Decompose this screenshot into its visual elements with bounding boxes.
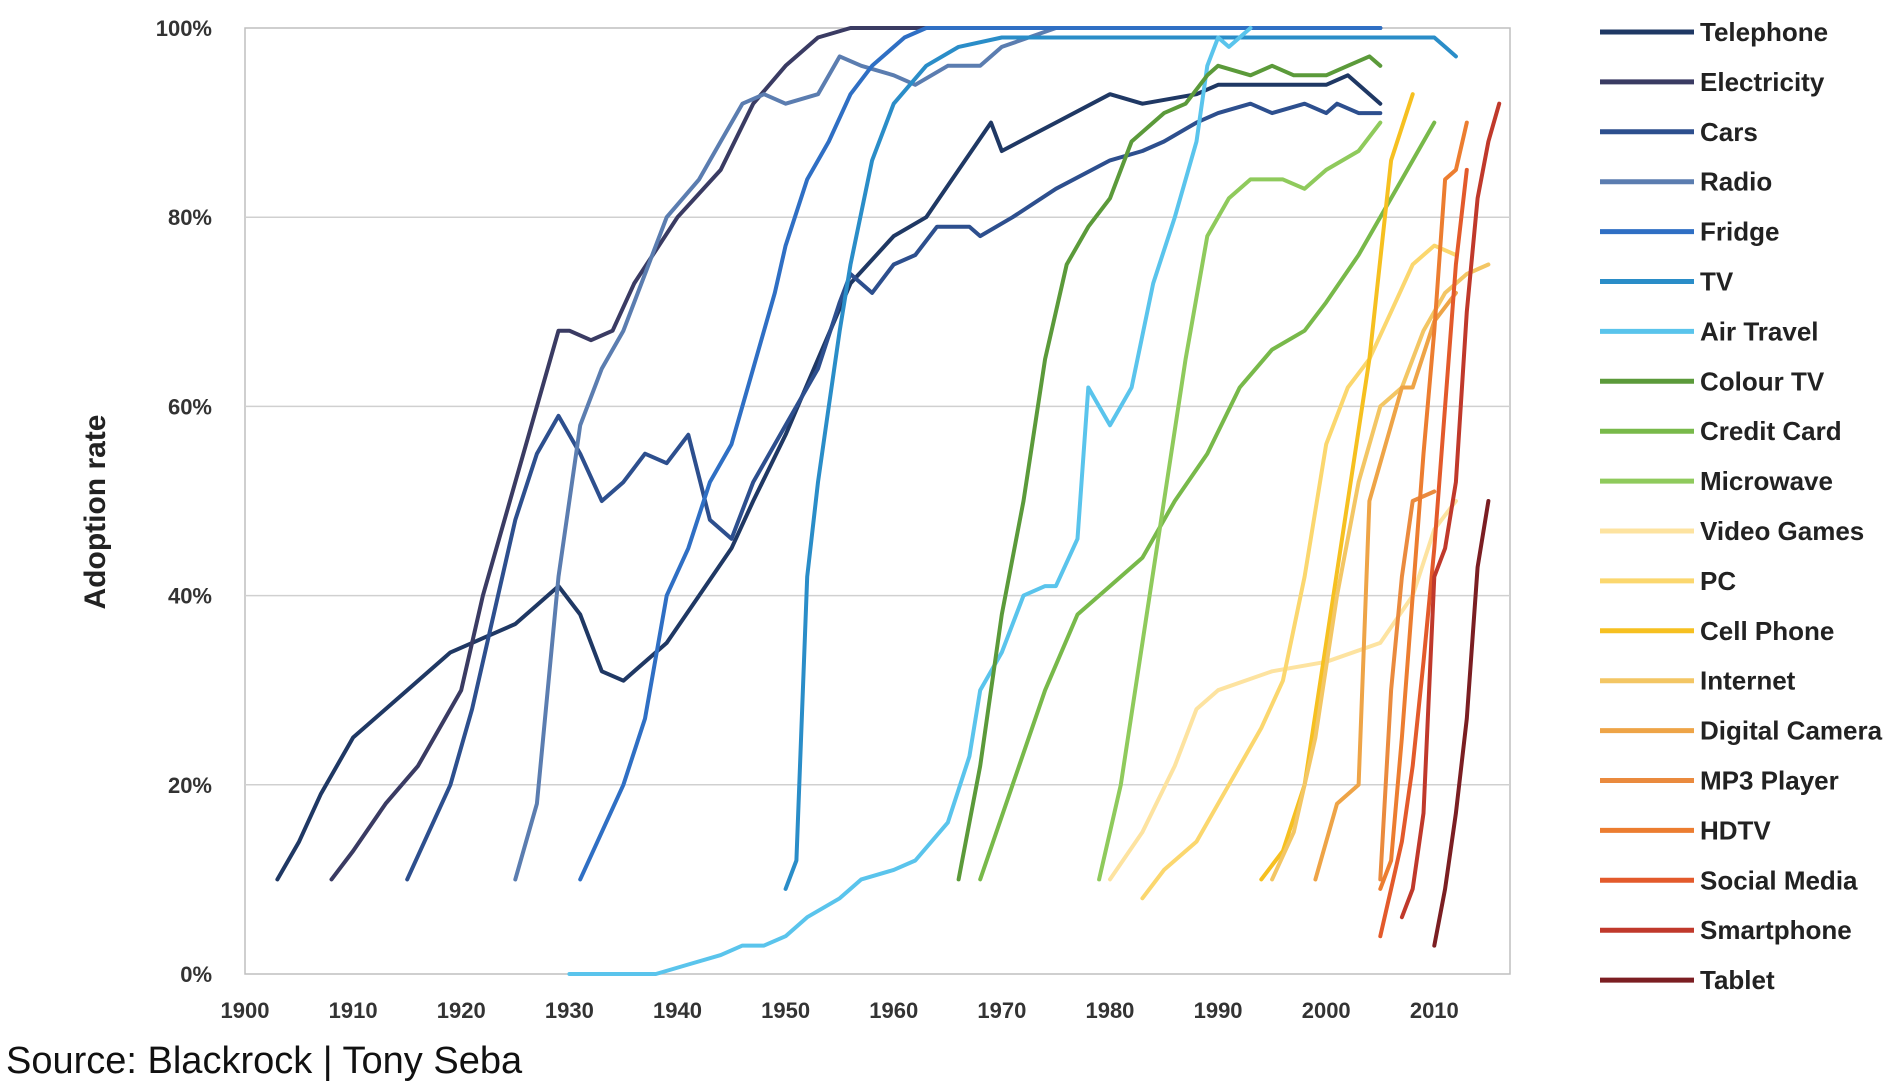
legend-label: Electricity [1700,67,1825,97]
legend-label: TV [1700,267,1734,297]
x-tick-label: 1960 [869,998,918,1023]
x-tick-label: 2000 [1302,998,1351,1023]
plot-area [244,27,1511,975]
series-line-cell-phone [1259,92,1415,882]
series-line-credit-card [978,120,1437,882]
series-line-social-media [1378,167,1469,939]
series-line-air-travel [567,26,1253,976]
x-tick-label: 1990 [1194,998,1243,1023]
series-lines [275,26,1502,976]
x-tick-label: 1950 [761,998,810,1023]
series-line-digital-camera [1313,290,1458,882]
y-tick-label: 40% [168,584,212,609]
legend-label: MP3 Player [1700,766,1839,796]
legend: Telephone Electricity Cars Radio Fridge TV Air… [1600,17,1883,995]
y-axis-title: Adoption rate [79,415,112,610]
legend-label: Video Games [1700,516,1864,546]
legend-label: Fridge [1700,217,1779,247]
series-line-microwave [1097,120,1383,882]
series-line-colour-tv [956,54,1383,882]
x-tick-label: 1910 [329,998,378,1023]
legend-label: HDTV [1700,815,1771,845]
x-axis-ticks: 1900 1910 1920 1930 1940 1950 1960 1970 1980 1990… [221,998,1459,1023]
legend-label: Telephone [1700,17,1828,47]
y-tick-label: 20% [168,773,212,798]
series-line-hdtv [1378,120,1469,891]
legend-label: PC [1700,566,1736,596]
y-axis-ticks: 0% 20% 40% 60% 80% 100% [156,16,212,987]
legend-label: Air Travel [1700,316,1819,346]
legend-label: Internet [1700,666,1796,696]
legend-label: Smartphone [1700,915,1852,945]
legend-label: Cars [1700,117,1758,147]
legend-label: Credit Card [1700,416,1842,446]
x-tick-label: 1920 [437,998,486,1023]
series-line-tablet [1432,499,1491,948]
y-tick-label: 0% [180,962,212,987]
series-line-video-games [1108,499,1458,882]
x-tick-label: 1940 [653,998,702,1023]
legend-label: Social Media [1700,865,1858,895]
series-line-fridge [578,26,1383,882]
series-line-tv [783,35,1458,891]
legend-label: Radio [1700,167,1772,197]
y-tick-label: 100% [156,16,212,41]
legend-label: Microwave [1700,466,1833,496]
x-tick-label: 1900 [221,998,270,1023]
series-line-pc [1140,243,1458,901]
x-tick-label: 1930 [545,998,594,1023]
series-line-telephone [275,73,1383,882]
legend-label: Colour TV [1700,366,1825,396]
y-tick-label: 60% [168,394,212,419]
x-tick-label: 1970 [977,998,1026,1023]
legend-label: Tablet [1700,965,1775,995]
x-tick-label: 2010 [1410,998,1459,1023]
x-tick-label: 1980 [1085,998,1134,1023]
legend-label: Cell Phone [1700,616,1834,646]
series-line-radio [513,26,1383,882]
y-tick-label: 80% [168,205,212,230]
source-note: Source: Blackrock | Tony Seba [6,1040,523,1082]
adoption-rate-chart: 0%20%40%60%80%100% 1900 1910 1920 1930 1940 1… [79,16,1883,1023]
legend-label: Digital Camera [1700,716,1883,746]
series-line-smartphone [1399,101,1502,920]
